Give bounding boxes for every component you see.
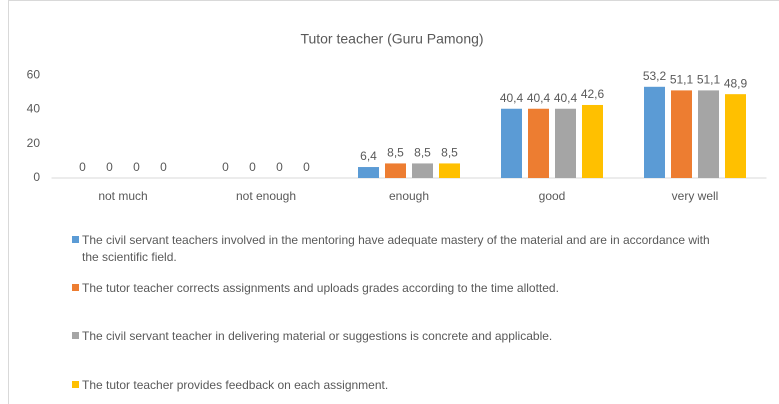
data-label: 0 <box>303 160 310 174</box>
legend-entry: The tutor teacher provides feedback on e… <box>72 377 722 394</box>
legend-swatch <box>72 236 79 243</box>
legend-entry: The tutor teacher corrects assignments a… <box>72 280 722 297</box>
x-tick-label: not enough <box>236 189 296 203</box>
legend-entry: The civil servant teachers involved in t… <box>72 232 722 266</box>
bar <box>501 108 522 178</box>
bar <box>698 90 719 178</box>
y-tick-label: 20 <box>27 136 41 150</box>
x-tick-label: enough <box>389 189 429 203</box>
legend-label: The civil servant teacher in delivering … <box>82 329 553 343</box>
bar <box>439 163 460 178</box>
data-label: 53,2 <box>643 69 667 83</box>
data-label: 0 <box>276 160 283 174</box>
data-label: 8,5 <box>441 146 458 160</box>
x-tick-label: very well <box>672 189 719 203</box>
bar <box>412 163 433 178</box>
x-tick-label: not much <box>98 189 147 203</box>
data-label: 40,4 <box>554 91 578 105</box>
bar <box>582 104 603 178</box>
data-label: 40,4 <box>500 91 524 105</box>
y-tick-label: 60 <box>27 67 41 81</box>
data-label: 6,4 <box>360 149 377 163</box>
bar <box>385 163 406 178</box>
data-label: 8,5 <box>387 146 404 160</box>
legend-swatch <box>72 284 79 291</box>
legend-label: The tutor teacher provides feedback on e… <box>82 378 389 392</box>
bar <box>671 90 692 178</box>
data-label: 51,1 <box>697 73 721 87</box>
x-tick-label: good <box>539 189 566 203</box>
bar <box>555 108 576 178</box>
data-label: 40,4 <box>527 91 551 105</box>
data-label: 0 <box>133 160 140 174</box>
data-label: 51,1 <box>670 73 694 87</box>
legend-swatch <box>72 332 79 339</box>
data-label: 0 <box>79 160 86 174</box>
data-label: 0 <box>249 160 256 174</box>
data-label: 48,9 <box>724 76 748 90</box>
chart-frame <box>8 0 779 404</box>
data-label: 0 <box>160 160 167 174</box>
bar <box>358 167 379 178</box>
bar <box>725 94 746 178</box>
data-label: 0 <box>106 160 113 174</box>
bar <box>528 108 549 178</box>
y-tick-label: 40 <box>27 102 41 116</box>
data-label: 42,6 <box>581 87 605 101</box>
chart-title: Tutor teacher (Guru Pamong) <box>300 31 483 47</box>
data-label: 0 <box>222 160 229 174</box>
legend-label: The tutor teacher corrects assignments a… <box>82 281 559 295</box>
data-label: 8,5 <box>414 146 431 160</box>
legend-entry: The civil servant teacher in delivering … <box>72 328 722 345</box>
bar <box>644 86 665 178</box>
legend-label: The civil servant teachers involved in t… <box>82 233 710 264</box>
y-tick-label: 0 <box>33 170 40 184</box>
legend-swatch <box>72 381 79 388</box>
